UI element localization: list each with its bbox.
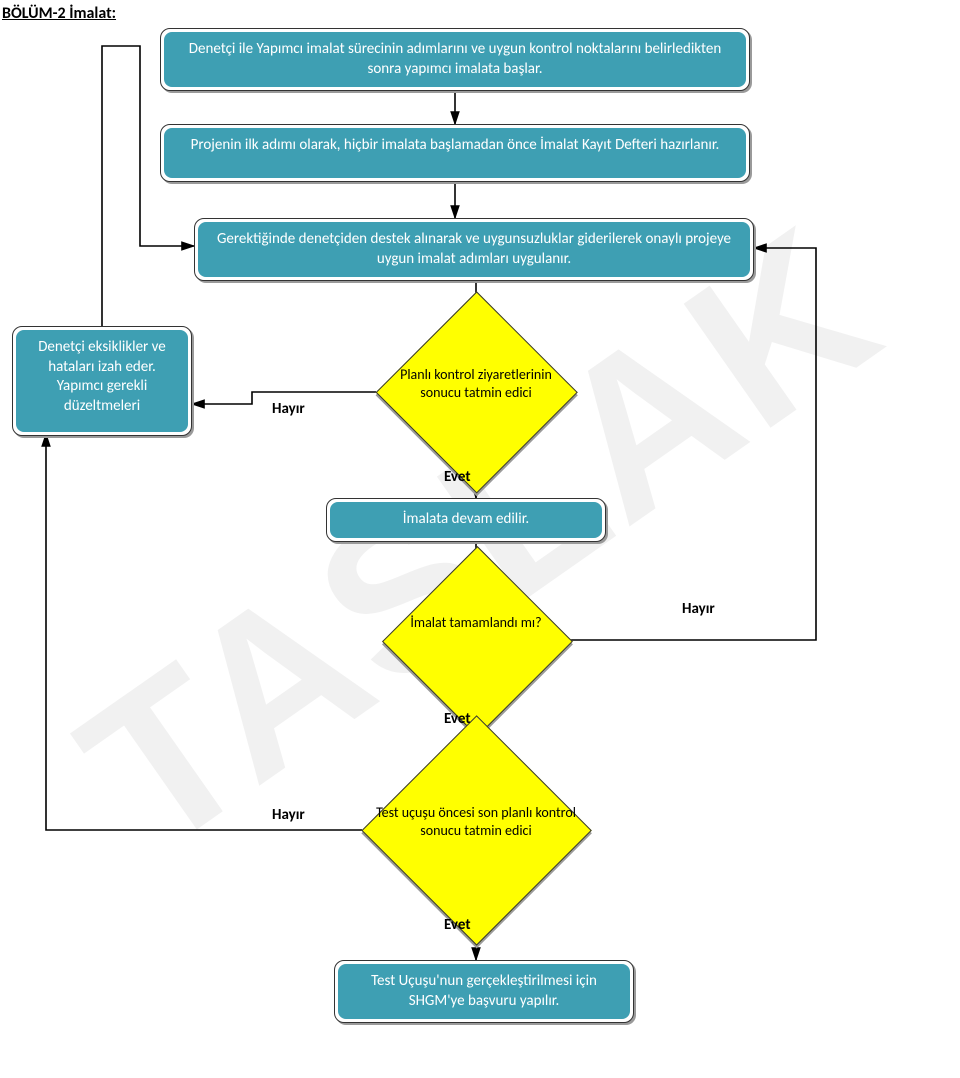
process-nL: Denetçi eksiklikler ve hataları izah ede… bbox=[12, 326, 192, 436]
edge-label-8: Hayır bbox=[682, 600, 715, 618]
decision-label-d2: İmalat tamamlandı mı? bbox=[392, 614, 560, 632]
process-n5: Test Uçuşu'nun gerçekleştirilmesi için S… bbox=[334, 960, 634, 1023]
decision-label-d1: Planlı kontrol ziyaretlerinin sonucu tat… bbox=[386, 366, 566, 401]
edge-label-4: Hayır bbox=[272, 400, 305, 418]
decision-d2 bbox=[382, 546, 573, 737]
process-n4: İmalata devam edilir. bbox=[326, 498, 606, 542]
edge-label-7: Evet bbox=[444, 710, 471, 728]
process-n1: Denetçi ile Yapımcı imalat sürecinin adı… bbox=[160, 28, 750, 91]
process-n2: Projenin ilk adımı olarak, hiçbir imalat… bbox=[160, 124, 750, 182]
decision-label-d3: Test uçuşu öncesi son planlı kontrol son… bbox=[372, 804, 580, 839]
flowchart-layer: Denetçi ile Yapımcı imalat sürecinin adı… bbox=[0, 0, 960, 1078]
process-n3: Gerektiğinde denetçiden destek alınarak … bbox=[194, 218, 754, 281]
edge-label-9: Evet bbox=[444, 916, 471, 934]
edge-label-10: Hayır bbox=[272, 806, 305, 824]
edge-label-3: Evet bbox=[444, 468, 471, 486]
